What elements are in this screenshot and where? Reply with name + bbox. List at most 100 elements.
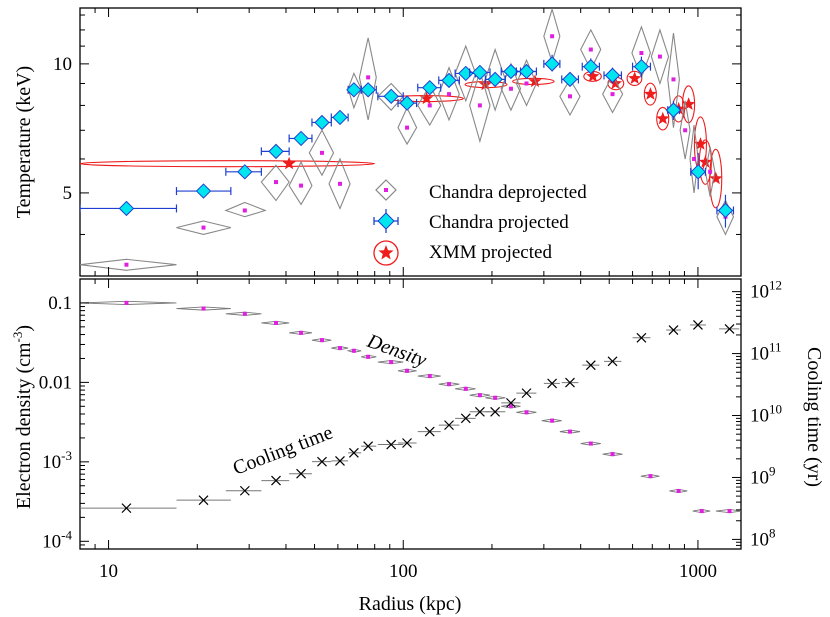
density-error-diamond <box>438 382 460 387</box>
cooling-time-point <box>460 413 471 424</box>
density-point <box>366 354 371 359</box>
deprojected-point <box>242 208 247 213</box>
xmm-star-point <box>643 87 658 100</box>
cooling-time-cross-stroke <box>424 426 435 437</box>
xmm-star-point <box>698 155 713 168</box>
density-point <box>610 452 615 457</box>
x-tick-label: 1000 <box>679 561 717 582</box>
cooling-time-cross-stroke <box>444 420 454 431</box>
projected-diamond-marker <box>360 82 376 98</box>
legend-label-chandra-deprojected: Chandra deprojected <box>429 182 587 203</box>
projected-point <box>80 200 178 217</box>
density-point <box>648 474 653 479</box>
density-error-diamond <box>377 360 404 365</box>
deprojected-point <box>447 92 452 97</box>
deprojected-point <box>508 86 513 91</box>
density-point <box>201 306 206 311</box>
projected-point <box>561 71 580 88</box>
cooling-time-point <box>724 324 735 334</box>
projected-diamond-marker <box>346 82 362 98</box>
projected-diamond-marker <box>472 64 488 81</box>
deprojected-point <box>366 75 371 80</box>
cooling-time-cross-stroke <box>198 495 209 506</box>
xmm-star-point <box>682 97 696 110</box>
legend-label-chandra-projected: Chandra projected <box>429 212 569 233</box>
density-point <box>319 338 324 343</box>
projected-point <box>690 152 706 190</box>
deprojected-point <box>550 34 555 39</box>
deprojected-error-diamond <box>224 201 267 218</box>
projected-point <box>360 82 377 98</box>
xmm-star-point <box>478 77 493 91</box>
cooling-time-point <box>424 426 435 437</box>
projected-diamond-marker <box>717 202 734 219</box>
projected-diamond-marker <box>195 183 212 199</box>
projected-point <box>397 95 418 111</box>
cooling-time-point <box>444 420 454 431</box>
deprojected-error-diamond <box>689 124 699 193</box>
density-error-diamond <box>397 368 417 373</box>
density-error-diamond <box>715 509 741 514</box>
projected-diamond-marker <box>237 164 253 180</box>
projected-diamond-marker <box>293 130 309 147</box>
projected-diamond-marker <box>314 114 330 131</box>
density-panel-marks <box>80 300 741 514</box>
density-point <box>508 404 513 409</box>
density-point <box>588 441 593 446</box>
projected-diamond-marker <box>544 56 560 72</box>
legend: Chandra deprojected Chandra projected XM… <box>373 179 587 266</box>
legend-swatch-chandra-deprojected <box>375 179 397 201</box>
cooling-time-cross-stroke <box>271 475 281 486</box>
cooling-time-point <box>693 320 703 330</box>
deprojected-point <box>319 150 324 155</box>
cooling-time-tick-label: 1010 <box>750 402 782 427</box>
cooling-time-point <box>521 388 532 399</box>
cooling-time-cross-stroke <box>335 455 345 466</box>
projected-point <box>225 164 262 180</box>
deprojected-error-diamond <box>417 84 442 127</box>
xmm-star-point <box>586 69 600 82</box>
density-point <box>567 429 572 434</box>
cooling-time-point <box>317 456 327 467</box>
density-point <box>727 509 732 514</box>
cooling-time-point <box>363 441 374 452</box>
density-error-diamond <box>311 338 332 343</box>
xmm-error-ellipse <box>80 160 376 168</box>
density-point <box>351 348 356 353</box>
cooling-time-point <box>565 377 575 388</box>
projected-diamond-marker <box>633 58 650 75</box>
projected-point <box>311 114 332 131</box>
density-error-diamond <box>640 474 660 479</box>
deprojected-point <box>299 183 304 188</box>
cooling-time-point <box>506 397 516 408</box>
deprojected-point <box>427 103 432 108</box>
cooling-time-point <box>335 455 345 466</box>
cooling-time-point <box>402 438 412 448</box>
x-tick-label: 10 <box>99 561 118 582</box>
xmm-star-point <box>282 156 296 170</box>
projected-diamond-marker <box>487 71 503 88</box>
density-point <box>299 330 304 335</box>
projected-point <box>515 63 537 80</box>
xmm-star-point <box>628 71 642 84</box>
density-error-diamond <box>669 488 688 494</box>
density-point <box>389 360 394 365</box>
projected-diamond-marker <box>518 63 535 80</box>
axis-tick-labels: 10 100 1000 5 10 0.1 0.01 10-3 10-4 108 109 1010 101… <box>39 54 782 582</box>
density-error-diamond <box>261 320 290 325</box>
deprojected-point <box>477 103 482 108</box>
density-point <box>447 382 452 387</box>
cooling-time-cross-stroke <box>521 388 532 399</box>
xmm-star-point <box>709 171 723 185</box>
projected-point <box>260 143 290 160</box>
density-error-diamond <box>541 418 562 423</box>
deprojected-error-diamond <box>308 129 335 177</box>
cooling-time-point <box>198 495 209 506</box>
cooling-time-point <box>585 360 596 371</box>
density-error-diamond <box>516 410 537 415</box>
cooling-time-cross-stroke <box>490 406 501 417</box>
projected-diamond-marker <box>665 102 682 118</box>
deprojected-error-diamond <box>469 69 491 144</box>
density-point <box>463 386 468 391</box>
density-error-diamond <box>331 346 349 351</box>
